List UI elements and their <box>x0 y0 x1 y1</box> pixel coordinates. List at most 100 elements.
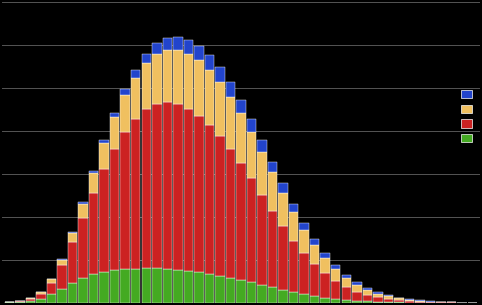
Bar <box>120 95 130 132</box>
Bar <box>226 149 235 278</box>
Bar <box>299 253 309 294</box>
Bar <box>194 60 203 116</box>
Bar <box>268 287 277 303</box>
Bar <box>257 195 267 285</box>
Bar <box>310 239 320 245</box>
Bar <box>405 299 414 300</box>
Bar <box>373 292 383 294</box>
Bar <box>36 299 46 303</box>
Bar <box>142 268 151 303</box>
Bar <box>47 294 56 303</box>
Bar <box>331 269 340 281</box>
Bar <box>99 272 109 303</box>
Bar <box>247 132 256 178</box>
Bar <box>79 218 88 278</box>
Bar <box>184 54 193 109</box>
Bar <box>373 302 383 303</box>
Bar <box>384 299 393 302</box>
Bar <box>299 294 309 303</box>
Bar <box>331 281 340 299</box>
Bar <box>184 109 193 271</box>
Bar <box>89 193 98 274</box>
Bar <box>68 233 77 242</box>
Bar <box>26 301 35 303</box>
Bar <box>5 302 14 303</box>
Bar <box>142 109 151 268</box>
Bar <box>110 149 120 270</box>
Bar <box>173 50 183 104</box>
Bar <box>142 63 151 109</box>
Bar <box>89 171 98 173</box>
Bar <box>352 285 362 292</box>
Bar <box>226 97 235 149</box>
Bar <box>120 89 130 95</box>
Bar <box>257 152 267 195</box>
Bar <box>321 298 330 303</box>
Bar <box>362 301 372 303</box>
Bar <box>331 299 340 303</box>
Bar <box>310 245 320 264</box>
Bar <box>268 162 277 172</box>
Bar <box>279 183 288 193</box>
Bar <box>247 178 256 282</box>
Bar <box>110 117 120 149</box>
Bar <box>162 102 172 268</box>
Bar <box>236 113 246 163</box>
Bar <box>289 212 298 241</box>
Bar <box>247 119 256 132</box>
Bar <box>362 290 372 295</box>
Bar <box>36 292 46 294</box>
Bar <box>279 290 288 303</box>
Bar <box>215 82 225 136</box>
Bar <box>205 70 214 125</box>
Legend: , , , : , , , <box>461 89 475 144</box>
Bar <box>247 282 256 303</box>
Bar <box>257 141 267 152</box>
Bar <box>15 301 25 302</box>
Bar <box>26 298 35 299</box>
Bar <box>79 204 88 218</box>
Bar <box>373 297 383 302</box>
Bar <box>342 278 351 287</box>
Bar <box>26 299 35 301</box>
Bar <box>184 40 193 54</box>
Bar <box>173 104 183 270</box>
Bar <box>236 99 246 113</box>
Bar <box>268 210 277 287</box>
Bar <box>279 226 288 290</box>
Bar <box>162 38 172 50</box>
Bar <box>321 274 330 298</box>
Bar <box>194 272 203 303</box>
Bar <box>226 82 235 97</box>
Bar <box>331 265 340 269</box>
Bar <box>89 274 98 303</box>
Bar <box>215 67 225 82</box>
Bar <box>79 278 88 303</box>
Bar <box>236 163 246 280</box>
Bar <box>289 241 298 292</box>
Bar <box>321 258 330 274</box>
Bar <box>110 270 120 303</box>
Bar <box>352 301 362 303</box>
Bar <box>131 268 140 303</box>
Bar <box>415 301 425 302</box>
Bar <box>342 287 351 300</box>
Bar <box>415 300 425 301</box>
Bar <box>299 223 309 230</box>
Bar <box>79 202 88 204</box>
Bar <box>110 113 120 117</box>
Bar <box>226 278 235 303</box>
Bar <box>36 294 46 299</box>
Bar <box>142 54 151 63</box>
Bar <box>394 302 403 303</box>
Bar <box>426 302 435 303</box>
Bar <box>184 271 193 303</box>
Bar <box>194 46 203 60</box>
Bar <box>152 268 161 303</box>
Bar <box>289 292 298 303</box>
Bar <box>15 302 25 303</box>
Bar <box>342 300 351 303</box>
Bar <box>57 289 67 303</box>
Bar <box>289 204 298 212</box>
Bar <box>205 125 214 274</box>
